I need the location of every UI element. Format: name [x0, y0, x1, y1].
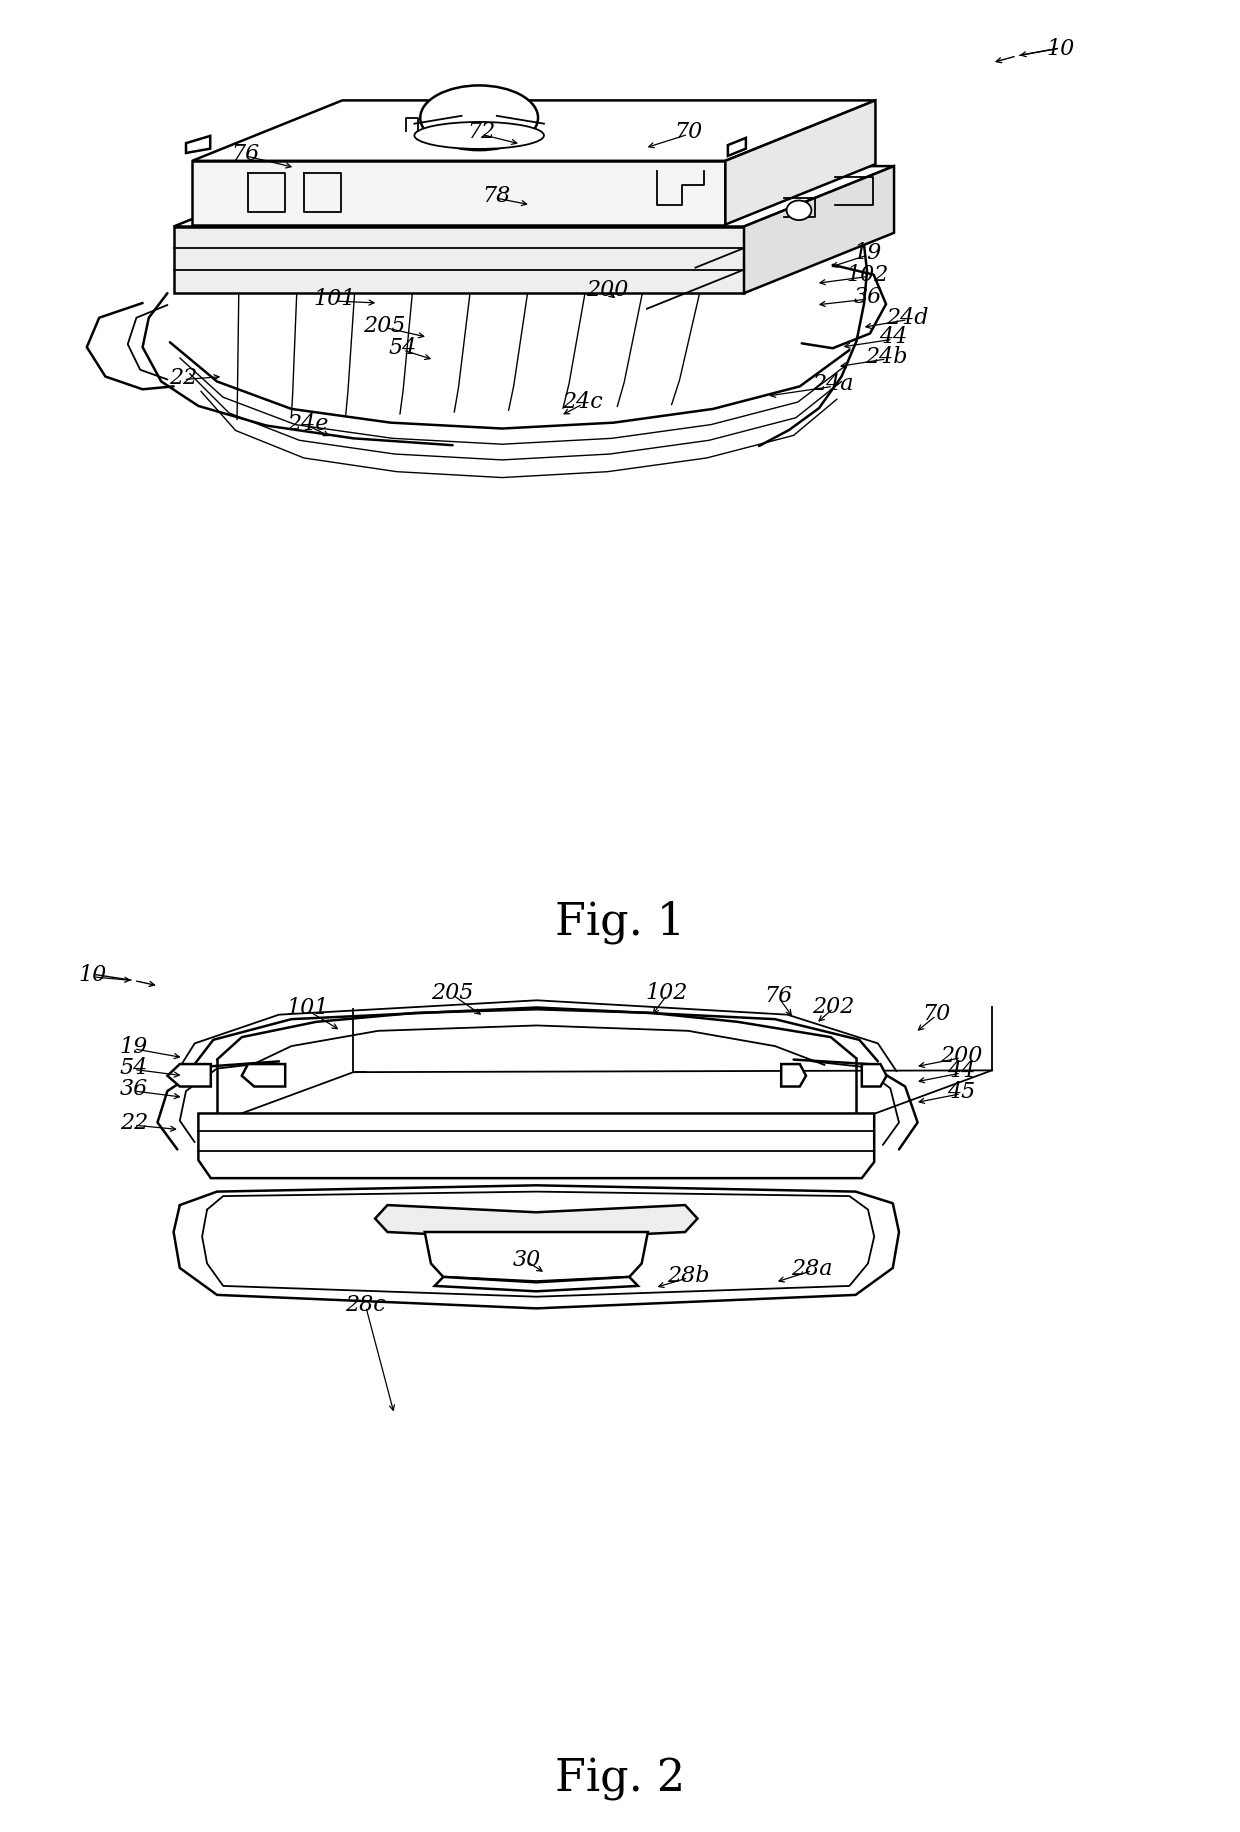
- Text: 205: 205: [432, 982, 474, 1004]
- Text: 22: 22: [120, 1112, 148, 1134]
- Polygon shape: [374, 1205, 697, 1240]
- Text: 44: 44: [947, 1059, 975, 1081]
- Polygon shape: [192, 161, 725, 225]
- Text: 102: 102: [646, 982, 688, 1004]
- Text: 24e: 24e: [286, 412, 329, 434]
- Polygon shape: [174, 227, 744, 295]
- Polygon shape: [862, 1064, 887, 1086]
- Text: 36: 36: [120, 1077, 148, 1099]
- Text: 200: 200: [587, 278, 629, 300]
- Polygon shape: [424, 1233, 647, 1282]
- Text: 19: 19: [854, 242, 882, 264]
- Text: 54: 54: [389, 337, 417, 359]
- Polygon shape: [174, 167, 894, 227]
- Polygon shape: [186, 137, 211, 154]
- Polygon shape: [192, 101, 875, 161]
- Ellipse shape: [414, 123, 544, 150]
- Text: 28a: 28a: [791, 1257, 833, 1279]
- Text: 10: 10: [1047, 38, 1074, 60]
- Text: 45: 45: [947, 1081, 975, 1103]
- Text: 24d: 24d: [887, 306, 929, 328]
- Text: 76: 76: [232, 143, 259, 165]
- Text: 24b: 24b: [866, 346, 908, 368]
- Text: 101: 101: [286, 997, 329, 1019]
- Text: 22: 22: [170, 366, 197, 388]
- Ellipse shape: [420, 86, 538, 150]
- Text: 36: 36: [854, 286, 882, 308]
- Text: 200: 200: [940, 1044, 982, 1066]
- Text: 28c: 28c: [346, 1293, 386, 1315]
- Text: 102: 102: [847, 264, 889, 286]
- Text: Fig. 1: Fig. 1: [556, 900, 684, 943]
- Polygon shape: [167, 1064, 211, 1086]
- Polygon shape: [728, 139, 746, 158]
- Text: 30: 30: [513, 1248, 541, 1270]
- Text: 205: 205: [363, 315, 405, 337]
- Text: 78: 78: [482, 185, 510, 207]
- Text: 24a: 24a: [812, 374, 854, 396]
- Text: 44: 44: [879, 326, 906, 348]
- Text: 76: 76: [765, 984, 792, 1006]
- Text: 70: 70: [675, 121, 702, 143]
- Text: 24c: 24c: [563, 390, 603, 412]
- Text: 202: 202: [812, 995, 854, 1017]
- Polygon shape: [781, 1064, 806, 1086]
- Text: 10: 10: [79, 964, 107, 986]
- Text: 54: 54: [120, 1057, 148, 1079]
- Polygon shape: [725, 101, 875, 225]
- Polygon shape: [242, 1064, 285, 1086]
- Text: 72: 72: [467, 121, 495, 143]
- Polygon shape: [198, 1114, 874, 1178]
- Polygon shape: [744, 167, 894, 295]
- Text: 101: 101: [314, 288, 356, 310]
- Text: Fig. 2: Fig. 2: [556, 1757, 684, 1799]
- Text: 19: 19: [120, 1035, 148, 1057]
- Text: 70: 70: [923, 1002, 950, 1024]
- Circle shape: [786, 202, 811, 222]
- Polygon shape: [434, 1277, 637, 1292]
- Text: 28b: 28b: [667, 1264, 709, 1286]
